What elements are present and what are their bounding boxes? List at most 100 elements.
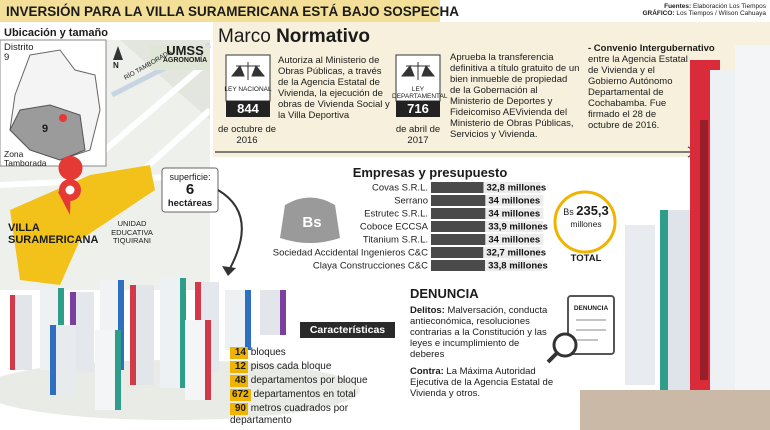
bar — [431, 234, 486, 245]
title-band — [0, 0, 440, 22]
contra: Contra: La Máxima Autoridad Ejecutiva de… — [410, 366, 560, 399]
clipboard-lines — [576, 319, 606, 341]
characteristic-item: 14 bloques — [230, 347, 410, 359]
value-label-text: 32,7 millones — [486, 248, 546, 259]
value-label: 34 millones — [488, 196, 540, 207]
characteristic-label: bloques — [250, 347, 286, 358]
marco-title-light: Marco — [218, 26, 271, 47]
magnifier — [552, 332, 578, 358]
value-label: 34 millones — [488, 209, 540, 220]
total-value: Bs 235,3 — [556, 203, 616, 218]
credits-text: Elaboración Los Tiempos — [693, 3, 766, 10]
characteristics-title: Características — [309, 324, 386, 336]
magnifier-handle — [546, 351, 559, 364]
convenio-text: entre la Agencia Estatal de Vivienda y e… — [588, 54, 688, 131]
credits-text: Los Tiempos / Wilson Cahuaya — [676, 10, 766, 17]
district-map-number: 9 — [42, 123, 49, 135]
credits-label: Fuentes: — [664, 3, 692, 10]
school-label: UNIDAD EDUCATIVA TIQUIRANI — [111, 219, 153, 245]
value-label-bg — [485, 195, 544, 206]
chart-title: Empresas y presupuesto — [352, 165, 508, 180]
value-label-text: 34 millones — [488, 209, 540, 220]
money-bag — [280, 197, 340, 243]
law-text: Autoriza al Ministerio de Obras Públicas… — [278, 55, 390, 121]
value-label: 32,8 millones — [486, 183, 546, 194]
characteristic-value: 14 — [230, 347, 248, 359]
total-number: 235,3 — [576, 203, 609, 218]
law-number: 716 — [407, 101, 429, 116]
law-number: 844 — [237, 101, 259, 116]
area-label: superficie: — [169, 172, 211, 182]
value-label-bg — [483, 247, 542, 258]
value-label-bg — [483, 182, 542, 193]
total-label: TOTAL — [570, 253, 602, 264]
denuncia-icon-label: DENUNCIA — [573, 305, 609, 312]
budget-chart: Covas S.R.L. 32,8 millones Serrano 34 millo… — [273, 182, 548, 272]
district-label: Distrito 9 — [4, 43, 34, 63]
total-circle — [553, 190, 617, 254]
category-label: Estrutec S.R.L. — [364, 209, 428, 220]
characteristic-label: metros cuadrados por departamento — [230, 403, 349, 426]
buildings-left — [10, 278, 286, 410]
characteristic-value: 48 — [230, 375, 248, 387]
characteristic-item: 12 pisos cada bloque — [230, 361, 410, 373]
value-label-text: 32,8 millones — [486, 183, 546, 194]
umss-sublabel: AGRONOMÍA — [162, 57, 208, 64]
value-label: 33,8 millones — [488, 261, 548, 272]
credits: Fuentes: Elaboración Los Tiempos GRÁFICO:… — [560, 3, 766, 17]
compass — [113, 46, 123, 60]
value-label-bg — [485, 221, 544, 232]
characteristic-item: 672 departamentos en total — [230, 389, 410, 401]
value-label-bg — [485, 208, 544, 219]
characteristic-item: 48 departamentos por bloque — [230, 375, 410, 387]
value-label-bg — [485, 260, 544, 271]
characteristic-value: 672 — [230, 389, 251, 401]
characteristics-title-box — [300, 322, 395, 338]
bar — [431, 221, 486, 232]
umss-label: UMSS — [166, 43, 204, 58]
characteristic-label: pisos cada bloque — [250, 361, 332, 372]
bar — [431, 182, 484, 193]
marco-title-bold: Normativo — [276, 26, 371, 47]
area-unit: hectáreas — [167, 198, 213, 209]
marco-panel — [213, 22, 770, 157]
total-unit: millones — [570, 219, 602, 229]
category-label: Sociedad Accidental Ingenieros C&C — [273, 248, 428, 259]
inset-pin — [59, 114, 67, 122]
characteristic-label: departamentos por bloque — [250, 375, 368, 386]
contra-label: Contra: — [410, 366, 444, 377]
law-text: Aprueba la transferencia definitiva a tí… — [450, 52, 580, 140]
category-label: Covas S.R.L. — [372, 183, 428, 194]
page-title: INVERSIÓN PARA LA VILLA SURAMERICANA EST… — [6, 4, 460, 19]
map-pin-dot — [65, 185, 75, 195]
credits-label: GRÁFICO: — [642, 10, 675, 17]
zone-label: Zona Tamborada — [4, 149, 47, 168]
area-value: 6 — [185, 181, 195, 198]
characteristic-value: 12 — [230, 361, 248, 373]
section-title: Ubicación y tamaño — [4, 27, 108, 39]
characteristic-label: departamentos en total — [253, 389, 356, 400]
bar — [431, 195, 486, 206]
convenio-title: - Convenio Intergubernativo — [588, 43, 715, 54]
district-number: 9 — [4, 52, 10, 63]
value-label: 33,9 millones — [488, 222, 548, 233]
law-icon — [395, 54, 441, 117]
category-label: Serrano — [394, 196, 428, 207]
bar — [431, 208, 486, 219]
value-label: 34 millones — [488, 235, 540, 246]
area-arrow — [217, 189, 243, 273]
ground — [0, 360, 360, 420]
value-label-text: 34 millones — [488, 235, 540, 246]
value-label: 32,7 millones — [486, 248, 546, 259]
value-label-bg — [485, 234, 544, 245]
category-label: Titanium S.R.L. — [363, 235, 428, 246]
law-icon — [225, 54, 271, 117]
total-currency: Bs — [563, 207, 574, 217]
compass-label: N — [113, 61, 119, 70]
law-type: LEY NACIONAL — [224, 86, 272, 93]
bar — [431, 247, 484, 258]
delitos: Delitos: Malversación, conducta antiecon… — [410, 305, 552, 360]
money-icon-label: Bs — [302, 214, 322, 231]
contra-text: La Máxima Autoridad Ejecutiva de la Agen… — [410, 366, 554, 399]
